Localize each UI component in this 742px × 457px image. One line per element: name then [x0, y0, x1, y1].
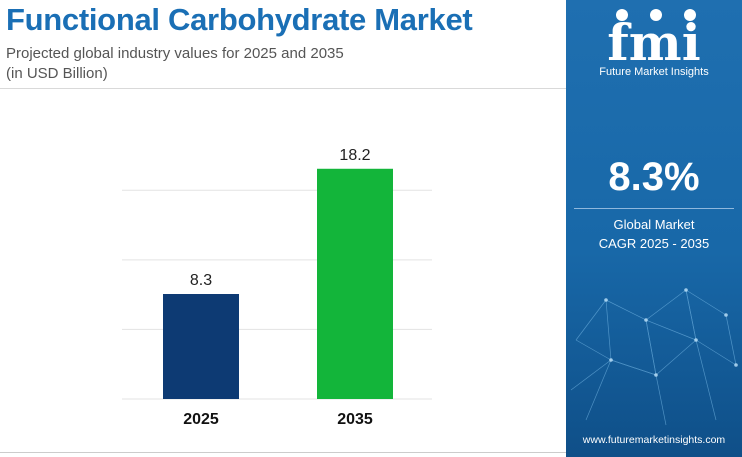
chart-subtitle: Projected global industry values for 202…	[6, 44, 344, 84]
value-labels: 8.3 18.2	[190, 147, 371, 289]
category-labels: 2025 2035	[183, 411, 373, 428]
cagr-value: 8.3%	[608, 155, 700, 199]
logo-caption: Future Market Insights	[599, 66, 709, 78]
value-label-2025: 8.3	[190, 272, 212, 289]
logo-wordmark: fmi	[607, 13, 700, 64]
subtitle-line-1: Projected global industry values for 202…	[6, 45, 344, 62]
bottom-rule	[0, 452, 566, 453]
network-decoration-icon	[570, 288, 738, 426]
header-divider	[0, 88, 566, 89]
bars	[163, 168, 393, 399]
category-label-2025: 2025	[183, 411, 219, 428]
info-sidebar: fmi Future Market Insights 8.3% Global M…	[566, 0, 742, 457]
cagr-divider	[574, 208, 734, 209]
bar-chart: 8.3 18.2 2025 2035	[122, 147, 432, 428]
bar-2025	[163, 294, 239, 399]
subtitle-line-2: (in USD Billion)	[6, 65, 108, 82]
website-url: www.futuremarketinsights.com	[582, 434, 726, 446]
category-label-2035: 2035	[337, 411, 373, 428]
cagr-label-line-1: Global Market	[613, 217, 695, 232]
chart-panel: Functional Carbohydrate Market Projected…	[0, 2, 566, 453]
page-title: Functional Carbohydrate Market	[6, 2, 473, 37]
value-label-2035: 18.2	[339, 147, 370, 164]
fmi-logo-icon: fmi	[607, 9, 701, 64]
bar-2035	[317, 168, 393, 399]
cagr-label-line-2: CAGR 2025 - 2035	[598, 236, 710, 251]
